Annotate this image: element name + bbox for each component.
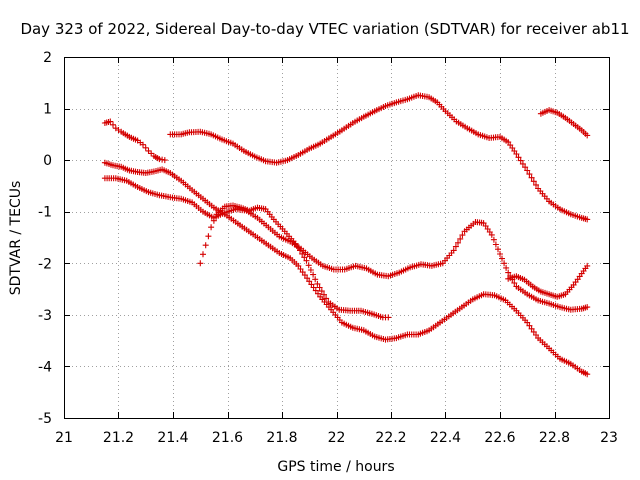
data-point-markers	[537, 107, 591, 139]
series-track-5	[101, 175, 591, 313]
x-tick-label: 21	[55, 430, 73, 446]
y-tick-label: -4	[38, 359, 52, 375]
data-point-markers	[505, 262, 591, 300]
y-tick-label: -5	[38, 411, 52, 427]
chart-title: Day 323 of 2022, Sidereal Day-to-day VTE…	[20, 20, 629, 38]
series-track-4	[101, 159, 591, 378]
data-point-markers	[101, 175, 591, 313]
y-tick-label: 1	[43, 102, 52, 118]
axis-ticks: 21 21.2 21.4 21.6 21.8 22 22.2 22.4 22.6 22.8 2321…	[38, 50, 618, 446]
x-tick-label: 22.8	[539, 430, 570, 446]
x-tick-label: 23	[600, 430, 618, 446]
data-point-markers	[167, 92, 591, 223]
series-track-1	[101, 118, 168, 164]
y-tick-label: 0	[43, 153, 52, 169]
y-tick-label: -1	[38, 205, 52, 221]
y-axis-label: SDTVAR / TECUs	[8, 181, 24, 296]
x-tick-label: 21.8	[266, 430, 297, 446]
x-tick-label: 21.2	[103, 430, 134, 446]
series-track-7	[505, 262, 591, 300]
y-tick-label: -3	[38, 308, 52, 324]
y-tick-label: 2	[43, 50, 52, 66]
data-point-markers	[197, 202, 392, 321]
x-tick-label: 22	[328, 430, 346, 446]
series-track-6	[197, 202, 392, 321]
data-series	[101, 92, 591, 378]
x-axis-label: GPS time / hours	[277, 459, 394, 475]
x-tick-label: 22.4	[430, 430, 461, 446]
data-point-markers	[101, 159, 591, 378]
y-tick-label: -2	[38, 256, 52, 272]
x-tick-label: 21.4	[157, 430, 188, 446]
series-track-2	[167, 92, 591, 223]
series-track-3	[537, 107, 591, 139]
x-tick-label: 22.6	[484, 430, 515, 446]
data-point-markers	[101, 118, 168, 164]
x-tick-label: 22.2	[375, 430, 406, 446]
x-tick-label: 21.6	[212, 430, 243, 446]
grid-lines	[64, 57, 609, 418]
